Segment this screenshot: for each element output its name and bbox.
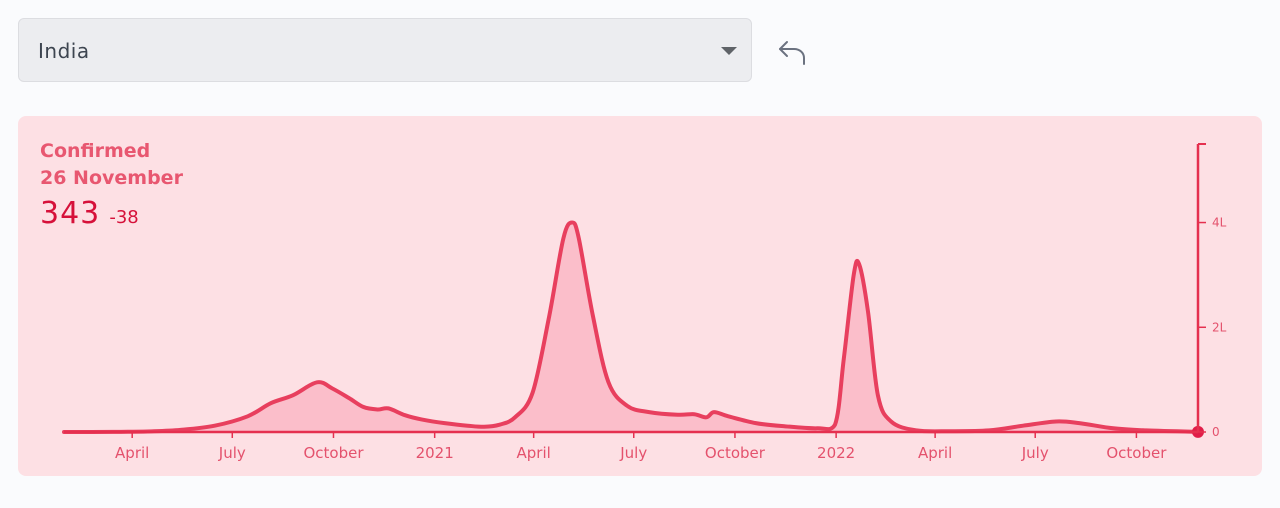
y-tick-label-1: 2L	[1212, 320, 1227, 334]
metric-value: 343	[40, 196, 101, 231]
y-tick-label-2: 4L	[1212, 216, 1227, 230]
caret-down-icon	[721, 47, 737, 55]
y-tick-label-0: 0	[1212, 425, 1220, 439]
back-button[interactable]	[772, 34, 812, 70]
chart-card: April July October 2021 April July October 2022…	[18, 116, 1262, 476]
date-label: 26 November	[40, 167, 183, 189]
region-select-value: India	[38, 39, 90, 63]
x-tick-label-8: April	[918, 444, 952, 462]
x-tick-label-5: July	[619, 444, 647, 462]
region-select[interactable]: India	[18, 18, 752, 82]
x-tick-label-1: July	[218, 444, 246, 462]
stats-panel: Confirmed 26 November 343 -38	[40, 138, 183, 231]
metric-delta: -38	[109, 207, 139, 228]
x-tick-label-10: October	[1106, 444, 1167, 462]
confirmed-chart[interactable]: April July October 2021 April July October 2022…	[18, 116, 1262, 476]
x-tick-label-9: July	[1021, 444, 1049, 462]
series-line-0	[62, 220, 1200, 434]
undo-arrow-icon	[779, 41, 805, 65]
metric-label: Confirmed	[40, 140, 151, 162]
x-tick-label-6: October	[705, 444, 766, 462]
x-tick-label-0: April	[115, 444, 149, 462]
x-tick-label-7: 2022	[817, 444, 855, 462]
x-tick-label-3: 2021	[416, 444, 454, 462]
x-tick-label-4: April	[517, 444, 551, 462]
x-tick-label-2: October	[303, 444, 364, 462]
series-area-0	[64, 222, 1198, 432]
